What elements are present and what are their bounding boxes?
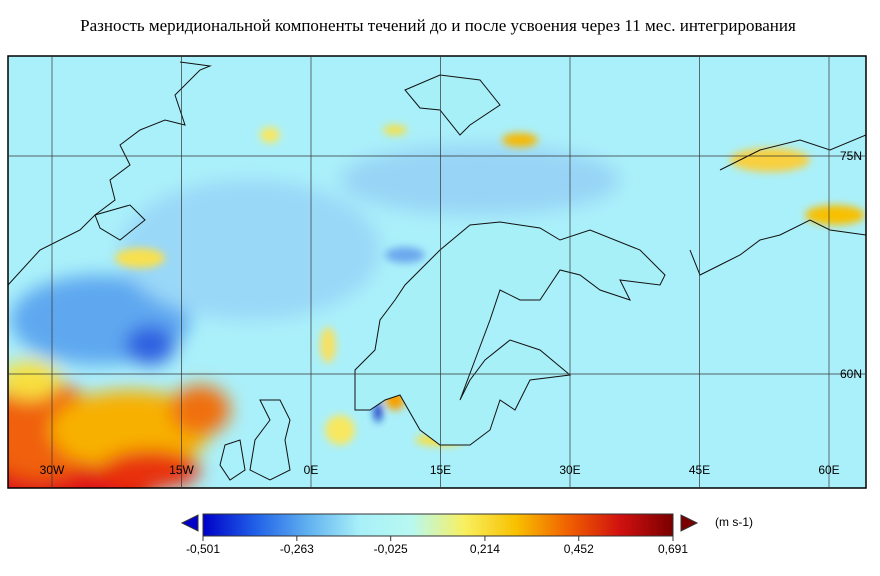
- map-title: Разность меридиональной компоненты течен…: [80, 16, 796, 35]
- colorbar-tick-label: 0,691: [658, 542, 688, 556]
- map-frame: [7, 55, 867, 489]
- parallel-label: 60N: [840, 367, 862, 381]
- meridian-label: 60E: [818, 463, 839, 477]
- meridian-label: 15E: [430, 463, 451, 477]
- field-anomalies: [8, 145, 620, 488]
- colorbar: [202, 513, 674, 537]
- meridian-label: 15W: [169, 463, 194, 477]
- colorbar-high-arrow: [680, 514, 699, 532]
- meridian-label: 30W: [40, 463, 65, 477]
- colorbar-tick-label: -0,025: [374, 542, 408, 556]
- meridian-label: 45E: [689, 463, 710, 477]
- colorbar-tick-label: 0,452: [564, 542, 594, 556]
- colorbar-tick-label: -0,263: [280, 542, 314, 556]
- field-spots: [115, 125, 865, 446]
- colorbar-tick-label: 0,214: [470, 542, 500, 556]
- coastlines: [8, 61, 866, 481]
- colorbar-low-arrow: [180, 514, 199, 532]
- parallel-label: 75N: [840, 149, 862, 163]
- colorbar-unit: (m s-1): [715, 515, 753, 529]
- meridian-label: 0E: [304, 463, 319, 477]
- map-field: [8, 56, 866, 488]
- colorbar-tick-label: -0,501: [186, 542, 220, 556]
- meridian-label: 30E: [559, 463, 580, 477]
